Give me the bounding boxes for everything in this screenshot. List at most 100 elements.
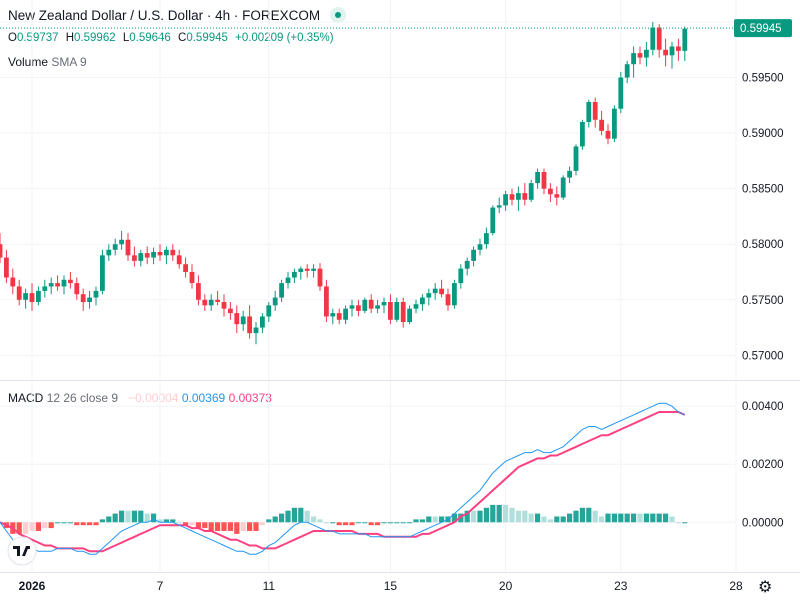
histogram-bar: [317, 519, 323, 523]
histogram-bar: [624, 513, 630, 523]
candle-body: [567, 170, 572, 178]
market-status-icon[interactable]: [329, 7, 346, 23]
macd-legend[interactable]: MACD 12 26 close 9 −0.00004 0.00369 0.00…: [8, 391, 272, 405]
candle-body: [439, 288, 444, 295]
histogram-bar: [16, 522, 22, 534]
histogram-bar: [554, 516, 560, 523]
candle-body: [23, 293, 28, 300]
macd-params: 12 26 close 9: [46, 391, 119, 405]
macd-tick-label: 0.00000: [742, 517, 784, 529]
macd-tick-label: 0.00200: [742, 459, 784, 471]
histogram-bar: [503, 504, 509, 523]
macd-histogram-value: −0.00004: [128, 391, 179, 405]
candle-body: [560, 177, 566, 198]
candle-body: [55, 283, 60, 287]
histogram-bar: [144, 513, 150, 523]
time-tick-label: 2026: [19, 579, 46, 593]
histogram-bar: [490, 504, 496, 523]
candle-body: [522, 193, 528, 200]
candle-body: [631, 53, 636, 65]
candle-body: [196, 283, 201, 300]
candle-body: [157, 252, 163, 256]
high-value: 0.59962: [74, 32, 116, 44]
candle-body: [343, 308, 348, 320]
histogram-bar: [368, 522, 374, 526]
candle-body: [535, 172, 540, 184]
candle-body: [624, 64, 630, 78]
candle-body: [87, 297, 92, 302]
candle-body: [164, 249, 169, 256]
candle-body: [548, 188, 553, 195]
candle-body: [285, 277, 291, 284]
histogram-bar: [42, 522, 48, 529]
candle-body: [452, 283, 457, 306]
candle-body: [272, 297, 278, 306]
candle-body: [330, 313, 336, 317]
tradingview-logo: [7, 536, 37, 566]
histogram-bar: [215, 522, 221, 531]
last-price-label: 0.59945: [740, 23, 782, 35]
histogram-bar: [336, 522, 342, 526]
candle-body: [509, 194, 515, 200]
candle-body: [368, 299, 374, 309]
candle-body: [644, 49, 649, 58]
candle-body: [458, 268, 464, 284]
candle-body: [234, 313, 240, 325]
histogram-bar: [458, 513, 464, 523]
histogram-bar: [592, 510, 598, 523]
histogram-bar: [669, 516, 675, 523]
low-label: L: [122, 32, 130, 44]
histogram-bar: [528, 513, 534, 523]
candle-body: [266, 305, 272, 317]
candle-body: [311, 268, 316, 271]
histogram-bar: [637, 513, 643, 523]
candle-body: [138, 253, 144, 261]
histogram-bar: [279, 513, 285, 523]
candle-body: [144, 253, 150, 258]
volume-legend[interactable]: Volume SMA 9: [8, 55, 87, 69]
histogram-bar: [35, 522, 41, 531]
candle-body: [605, 130, 611, 139]
histogram-bar: [189, 522, 195, 526]
candle-body: [260, 316, 265, 328]
histogram-bar: [618, 513, 624, 523]
histogram-bar: [605, 513, 611, 523]
histogram-bar: [330, 522, 336, 524]
histogram-bar: [611, 513, 617, 523]
histogram-bar: [419, 519, 425, 523]
histogram-bar: [394, 522, 400, 524]
close-value: 0.59945: [186, 32, 228, 44]
settings-gear-icon[interactable]: ⚙: [758, 579, 773, 596]
histogram-bar: [650, 513, 656, 523]
histogram-bar: [355, 522, 361, 524]
candle-body: [176, 255, 182, 265]
signal-line: [0, 411, 686, 553]
histogram-bar: [151, 513, 157, 523]
histogram-bar: [522, 510, 528, 523]
candle-body: [362, 299, 368, 311]
histogram-bar: [663, 513, 669, 523]
time-tick-label: 15: [384, 579, 398, 593]
histogram-bar: [93, 522, 99, 526]
histogram-bar: [311, 516, 317, 523]
histogram-bar: [112, 513, 118, 523]
candle-body: [42, 286, 48, 291]
candle-body: [407, 308, 412, 322]
candle-body: [240, 316, 246, 325]
candle-body: [388, 302, 393, 320]
histogram-bar: [234, 522, 240, 534]
candle-body: [599, 119, 604, 131]
candle-body: [356, 305, 361, 311]
open-value: 0.59737: [16, 32, 59, 44]
histogram-bar: [55, 522, 61, 524]
histogram-bar: [349, 522, 355, 526]
candle-body: [151, 252, 156, 258]
histogram-bar: [496, 504, 502, 523]
candle-body: [426, 293, 432, 298]
price-tick-label: 0.59500: [742, 73, 784, 85]
candle-body: [170, 249, 176, 256]
histogram-bar: [400, 522, 406, 524]
change-value: +0.00209 (+0.35%): [235, 32, 334, 44]
open-label: O: [8, 32, 17, 44]
